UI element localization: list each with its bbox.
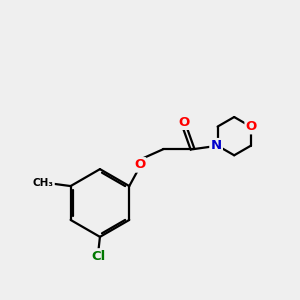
Text: O: O [246,120,257,133]
Text: Cl: Cl [91,250,106,262]
Text: N: N [211,139,222,152]
Text: O: O [178,116,189,129]
Text: O: O [134,158,145,171]
Text: CH₃: CH₃ [33,178,54,188]
